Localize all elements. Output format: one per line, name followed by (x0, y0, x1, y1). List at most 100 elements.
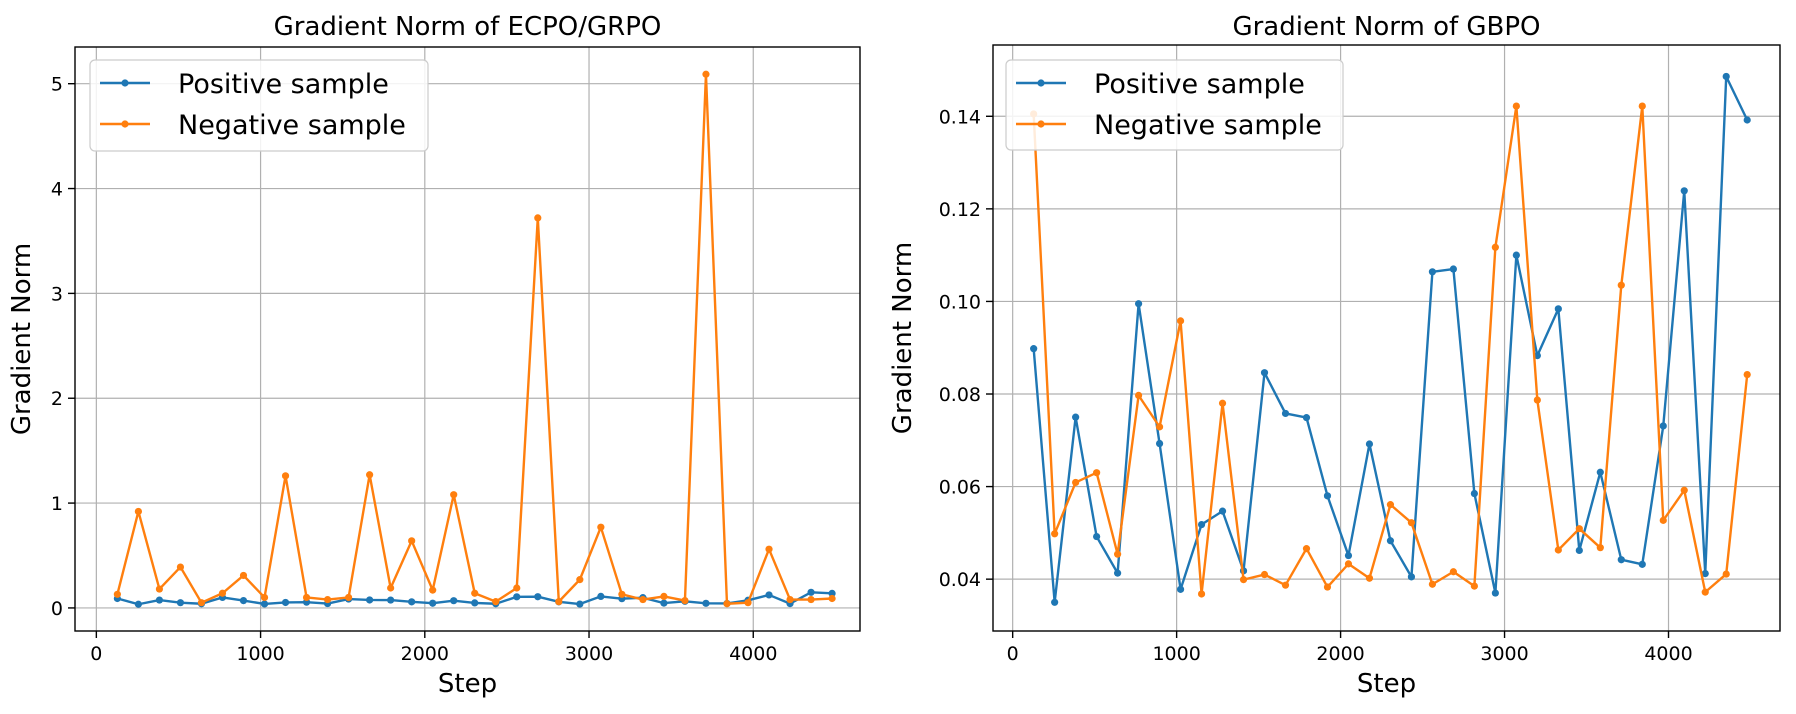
data-point-positive (702, 599, 710, 607)
chart-panel-right: 0 1000 2000 3000 4000 0.04 0.06 0.08 0.10 0.12 0.1… (888, 12, 1781, 699)
data-point-positive (1575, 546, 1583, 555)
y-axis-label: Gradient Norm (888, 242, 918, 434)
data-point-negative (1302, 545, 1311, 553)
data-point-negative (1281, 581, 1290, 589)
data-point-negative (471, 589, 479, 597)
data-point-negative (239, 571, 248, 580)
y-tick-label: 1 (51, 493, 63, 515)
y-tick-label: 3 (51, 283, 63, 305)
data-point-positive (1030, 345, 1038, 353)
data-point-negative (1680, 486, 1688, 494)
series-line-positive (1032, 75, 1749, 604)
data-point-negative (576, 576, 584, 584)
data-point-negative (1407, 519, 1416, 527)
data-point-negative (260, 593, 269, 602)
data-point-negative (1449, 568, 1457, 576)
data-point-negative (1428, 580, 1437, 588)
data-point-negative (1701, 588, 1709, 596)
data-point-negative (534, 214, 542, 222)
data-point-positive (1596, 468, 1604, 476)
data-point-positive (1386, 537, 1395, 545)
data-point-negative (744, 599, 752, 607)
x-tick-label: 4000 (729, 643, 777, 665)
data-point-negative (366, 471, 374, 479)
data-point-positive (471, 599, 479, 607)
y-tick-label: 2 (51, 388, 63, 410)
data-point-negative (1344, 560, 1353, 568)
legend-label-negative: Negative sample (1094, 110, 1322, 141)
data-point-positive (450, 597, 458, 605)
data-point-positive (387, 596, 395, 604)
data-point-negative (1365, 574, 1374, 582)
x-tick-label: 0 (1007, 643, 1019, 665)
data-point-positive (828, 589, 836, 597)
data-point-negative (197, 599, 206, 607)
legend-marker-negative (1037, 120, 1045, 128)
data-point-positive (1197, 520, 1206, 529)
data-point-negative (134, 507, 142, 516)
data-point-negative (345, 593, 353, 602)
data-point-negative (1218, 399, 1227, 407)
chart-title: Gradient Norm of GBPO (1232, 12, 1540, 42)
legend-box (1005, 59, 1344, 151)
data-point-negative (1260, 570, 1269, 579)
data-point-negative (639, 595, 647, 604)
legend-label-positive: Positive sample (1094, 69, 1305, 100)
data-point-negative (155, 585, 164, 593)
x-tick-label: 3000 (1480, 643, 1528, 665)
series-line-negative (116, 73, 833, 605)
data-point-positive (1470, 489, 1478, 498)
data-point-positive (597, 592, 605, 601)
legend: Positive sample Negative sample (89, 59, 429, 152)
y-tick-label: 0.12 (939, 199, 981, 221)
data-point-positive (1428, 268, 1437, 276)
data-point-negative (1051, 530, 1059, 538)
data-point-positive (1554, 305, 1562, 313)
data-point-positive (534, 593, 542, 601)
data-point-positive (176, 599, 185, 607)
data-point-negative (408, 537, 416, 545)
data-point-positive (429, 599, 437, 607)
data-point-positive (1512, 251, 1520, 259)
x-tick-label: 2000 (401, 643, 449, 665)
legend-box (89, 59, 429, 152)
chart-title: Gradient Norm of ECPO/GRPO (274, 12, 662, 42)
data-point-negative (1722, 570, 1730, 578)
data-point-positive (513, 593, 521, 601)
data-point-negative (681, 596, 689, 605)
x-tick-label: 2000 (1316, 643, 1364, 665)
legend-marker-positive (121, 79, 129, 87)
data-point-negative (1470, 582, 1478, 590)
data-point-positive (134, 600, 142, 608)
y-axis-label: Gradient Norm (7, 243, 37, 435)
data-point-positive (1701, 570, 1709, 578)
data-point-negative (1155, 423, 1164, 431)
data-point-positive (366, 596, 374, 604)
data-point-negative (597, 523, 605, 531)
data-point-positive (281, 598, 290, 607)
data-point-positive (1638, 560, 1646, 568)
data-point-negative (1386, 501, 1395, 509)
data-point-positive (1344, 551, 1353, 560)
data-point-positive (155, 596, 164, 604)
data-point-negative (765, 545, 773, 553)
data-point-negative (1596, 544, 1604, 552)
data-point-positive (1365, 440, 1374, 448)
data-point-negative (702, 70, 710, 78)
data-point-negative (302, 593, 311, 602)
x-tick-label: 1000 (1152, 643, 1200, 665)
x-axis-label: Step (438, 669, 497, 699)
data-point-negative (113, 590, 121, 598)
data-point-negative (828, 594, 836, 603)
data-point-positive (1134, 300, 1143, 308)
data-point-negative (618, 590, 626, 598)
data-point-positive (1323, 492, 1332, 500)
data-point-negative (1197, 590, 1206, 598)
data-point-negative (807, 595, 815, 604)
x-axis-label: Step (1357, 669, 1416, 699)
data-point-positive (1533, 351, 1541, 360)
y-tick-label: 0.14 (939, 106, 981, 128)
data-point-positive (239, 596, 248, 605)
data-point-positive (1176, 585, 1185, 593)
